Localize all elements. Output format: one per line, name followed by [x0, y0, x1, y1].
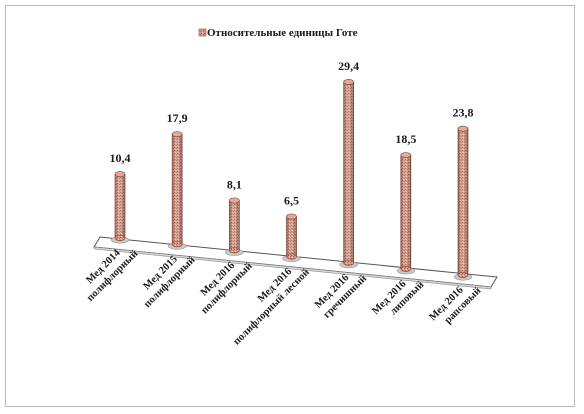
value-label: 8,1: [227, 178, 242, 192]
bar: [228, 197, 240, 254]
value-label: 6,5: [284, 194, 299, 208]
legend-swatch: [198, 28, 207, 37]
bar: [343, 79, 355, 266]
bar: [400, 152, 412, 272]
bar: [114, 171, 126, 241]
bar: [457, 125, 469, 278]
value-label: 10,4: [110, 151, 131, 165]
value-label: 18,5: [395, 132, 416, 146]
legend-label: Относительные единицы Готе: [207, 27, 358, 39]
value-label: 23,8: [453, 106, 474, 120]
chart-frame: [5, 5, 575, 407]
bar: [286, 213, 297, 260]
legend: Относительные единицы Готе: [198, 27, 358, 39]
value-label: 17,9: [167, 111, 188, 125]
value-label: 29,4: [338, 59, 359, 73]
chart-floor-side: [93, 246, 492, 290]
bar: [171, 131, 183, 248]
